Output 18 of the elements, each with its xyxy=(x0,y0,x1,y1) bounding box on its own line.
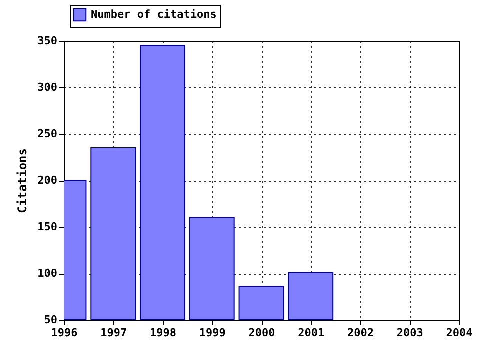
y-tick-label: 300 xyxy=(38,81,58,94)
legend-label: Number of citations xyxy=(91,8,217,21)
x-tick-label: 1997 xyxy=(100,326,128,340)
x-tick-label: 2003 xyxy=(396,326,424,340)
x-tick-label: 2001 xyxy=(298,326,325,340)
y-tick-label: 250 xyxy=(38,128,58,140)
y-axis-title: Citations xyxy=(16,148,30,214)
x-tick-label: 2002 xyxy=(348,326,374,340)
x-tick-label: 2000 xyxy=(248,326,276,340)
y-tick-label: 150 xyxy=(38,220,58,234)
y-tick-label: 50 xyxy=(44,314,58,326)
x-tick-label: 2004 xyxy=(446,326,474,340)
y-tick-label: 100 xyxy=(38,267,58,280)
y-tick-label: 200 xyxy=(38,174,58,187)
y-tick-label: 350 xyxy=(38,34,58,48)
x-tick-label: 1999 xyxy=(199,326,226,340)
x-tick-label: 1996 xyxy=(51,326,78,340)
x-tick-label: 1998 xyxy=(150,326,176,340)
